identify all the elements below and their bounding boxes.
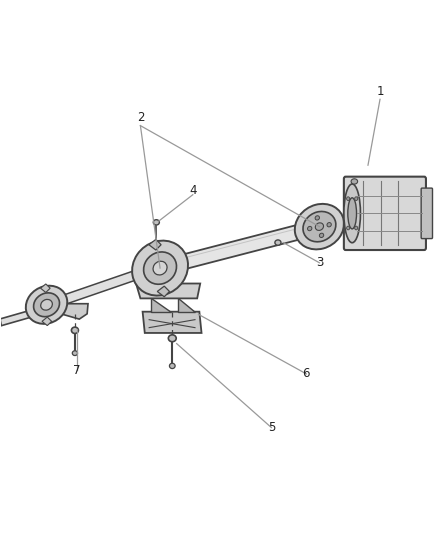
Ellipse shape [355, 197, 358, 200]
Text: 3: 3 [316, 256, 323, 269]
Ellipse shape [315, 216, 319, 220]
Ellipse shape [315, 223, 324, 230]
Text: 7: 7 [73, 364, 81, 377]
Polygon shape [151, 298, 171, 312]
Ellipse shape [307, 227, 312, 231]
Ellipse shape [41, 300, 53, 310]
Text: 1: 1 [377, 85, 384, 98]
Ellipse shape [351, 179, 357, 184]
Ellipse shape [346, 197, 350, 200]
Text: 4: 4 [189, 184, 197, 197]
Polygon shape [0, 308, 39, 326]
Polygon shape [42, 317, 52, 326]
Ellipse shape [275, 240, 281, 245]
Ellipse shape [153, 261, 167, 275]
Polygon shape [175, 223, 305, 271]
Polygon shape [136, 284, 200, 298]
Ellipse shape [168, 335, 176, 342]
Ellipse shape [170, 364, 175, 368]
Text: 5: 5 [268, 421, 275, 434]
Ellipse shape [355, 226, 358, 230]
Polygon shape [61, 304, 88, 319]
Text: 6: 6 [303, 367, 310, 381]
Ellipse shape [319, 233, 324, 238]
Ellipse shape [295, 204, 344, 249]
Ellipse shape [346, 226, 350, 230]
Ellipse shape [132, 240, 188, 296]
Polygon shape [59, 268, 144, 306]
Ellipse shape [153, 220, 159, 225]
Ellipse shape [327, 223, 331, 227]
Ellipse shape [71, 327, 78, 334]
FancyBboxPatch shape [344, 176, 426, 250]
Ellipse shape [72, 351, 78, 356]
Polygon shape [149, 239, 161, 250]
Polygon shape [143, 312, 201, 333]
Ellipse shape [303, 212, 336, 242]
Ellipse shape [144, 252, 177, 284]
FancyBboxPatch shape [421, 188, 432, 239]
Polygon shape [157, 286, 170, 297]
Ellipse shape [348, 198, 357, 229]
Ellipse shape [344, 184, 360, 243]
Text: 2: 2 [137, 111, 144, 124]
Polygon shape [41, 284, 50, 293]
Ellipse shape [34, 293, 60, 317]
Polygon shape [177, 298, 195, 312]
Ellipse shape [26, 286, 67, 324]
